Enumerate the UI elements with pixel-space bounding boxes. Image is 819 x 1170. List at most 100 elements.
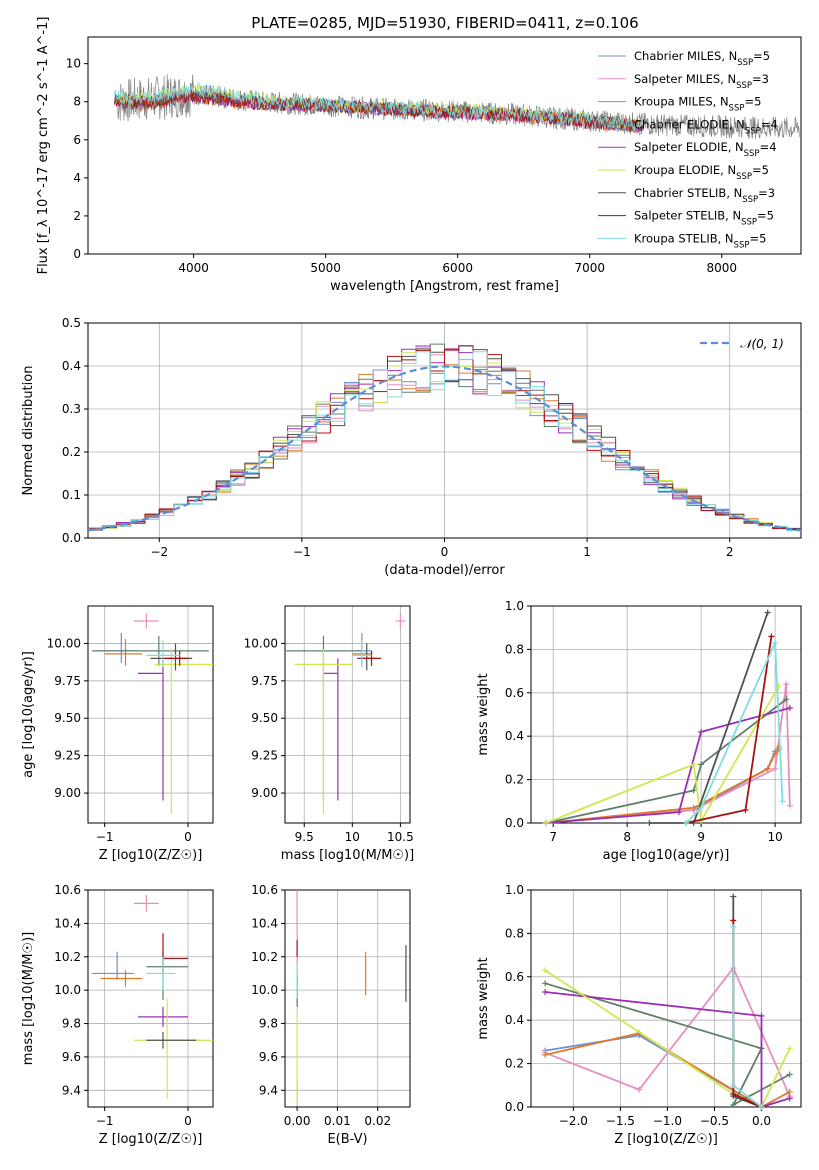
y-tick-label: 9.6: [259, 1050, 278, 1064]
mass_vs_z-frame: [87, 889, 214, 1108]
x-tick-label: −2: [150, 545, 168, 559]
y-tick-label: 0.6: [505, 686, 524, 700]
weight-series-line: [545, 707, 791, 824]
x-tick-label: −2.0: [559, 1114, 588, 1128]
legend-label: Salpeter MILES, NSSP=3: [634, 72, 769, 91]
y-tick-label: 1.0: [505, 599, 524, 613]
x-tick-label: 0: [441, 545, 449, 559]
spectrum-lines: [114, 74, 800, 139]
y-tick-label: 10.6: [251, 883, 278, 897]
y-tick-label: 9.25: [54, 749, 81, 763]
weight_vs_z-xlabel: Z [log10(Z/Z☉)]: [614, 1132, 718, 1147]
weight_vs_age-ylabel: mass weight: [476, 673, 491, 755]
x-tick-label: −1: [293, 545, 311, 559]
weight-series-line: [685, 642, 784, 824]
weight-marker: [783, 681, 790, 688]
weight-marker: [646, 820, 653, 826]
weight-marker: [683, 820, 690, 826]
weight-marker: [730, 1090, 737, 1097]
weight-marker: [786, 1088, 793, 1095]
y-tick-label: 9.4: [259, 1083, 278, 1097]
residual-histograms: 𝒩(0, 1): [87, 337, 802, 532]
legend-label: Kroupa MILES, NSSP=5: [634, 95, 761, 114]
weight-marker: [772, 639, 779, 646]
weight-marker: [730, 893, 737, 900]
y-tick-label: 0.2: [505, 1057, 524, 1071]
weight-series-line: [544, 1032, 791, 1109]
y-tick-label: 1.0: [505, 883, 524, 897]
y-tick-label: 0.8: [505, 926, 524, 940]
weight-marker: [730, 1082, 737, 1089]
weight-marker: [786, 802, 793, 809]
spectrum-legend: Chabrier MILES, NSSP=5 Salpeter MILES, NS…: [598, 49, 778, 250]
y-tick-label: 9.50: [54, 711, 81, 725]
weight-marker: [542, 967, 549, 974]
spectrum-xlabel: wavelength [Angstrom, rest frame]: [330, 279, 559, 294]
age_vs_z-frame: [87, 605, 214, 824]
y-tick-label: 9.00: [251, 786, 278, 800]
age_vs_z-ylabel: age [log10(age/yr)]: [21, 651, 36, 778]
legend-label: Salpeter ELODIE, NSSP=4: [634, 140, 777, 159]
weight-marker: [786, 1095, 793, 1102]
y-tick-label: 9.75: [54, 674, 81, 688]
weight-marker: [698, 804, 705, 811]
y-tick-label: 0.3: [62, 402, 81, 416]
mass_vs_ebv-xlabel: E(B-V): [327, 1132, 367, 1147]
x-tick-label: 0: [184, 830, 192, 844]
weight-marker: [786, 1045, 793, 1052]
weight-marker: [542, 980, 549, 987]
spectrum-axes: 4000 5000 6000 7000 8000 0 2 4 6 8 10 wavelength [A…: [36, 17, 802, 294]
legend-label: Kroupa ELODIE, NSSP=5: [634, 163, 769, 182]
weight-marker: [542, 988, 549, 995]
weight_vs_z-lines: [542, 893, 793, 1110]
residuals-axes: −2 −1 0 1 2 0.0 0.1 0.2 0.3 0.4 0.5 (data-model)/er…: [21, 316, 802, 578]
weight-marker: [542, 1051, 549, 1058]
weight_vs_age-lines: [542, 609, 793, 826]
residuals-xlabel: (data-model)/error: [384, 563, 505, 578]
weight_vs_age-xlabel: age [log10(age/yr)]: [603, 848, 730, 863]
y-tick-label: 9.25: [251, 749, 278, 763]
y-tick-label: 0.2: [62, 445, 81, 459]
y-tick-label: 0.2: [505, 773, 524, 787]
age_vs_z-xlabel: Z [log10(Z/Z☉)]: [99, 848, 203, 863]
weight-marker: [783, 696, 790, 703]
weight-marker: [742, 806, 749, 813]
y-tick-label: 0.8: [505, 642, 524, 656]
x-tick-label: 2: [726, 545, 734, 559]
y-tick-label: 9.00: [54, 786, 81, 800]
mass_vs_z-errorbars: [92, 895, 213, 1099]
age_vs_mass-axes: 9.5 10 10.5 9.00 9.25 9.50 9.75 10.00 mass [log1…: [244, 605, 414, 863]
weight_vs_z-frame: [530, 889, 802, 1108]
y-tick-label: 10.4: [251, 916, 278, 930]
x-tick-label: 4000: [178, 261, 209, 275]
y-tick-label: 10.4: [54, 916, 81, 930]
x-tick-label: 0.02: [364, 1114, 391, 1128]
y-tick-label: 9.75: [251, 674, 278, 688]
x-tick-label: 10.5: [387, 830, 414, 844]
weight-marker: [636, 1086, 643, 1093]
x-tick-label: 5000: [310, 261, 341, 275]
weight-marker: [758, 1012, 765, 1019]
x-tick-label: 9.5: [295, 830, 314, 844]
y-tick-label: 0.0: [505, 1100, 524, 1114]
weight-series-line: [545, 685, 780, 824]
y-tick-label: 8: [73, 95, 81, 109]
x-tick-label: 0.0: [752, 1114, 771, 1128]
x-tick-label: −1: [96, 1114, 114, 1128]
weight-marker: [786, 704, 793, 711]
x-tick-label: −1: [96, 830, 114, 844]
y-tick-label: 10.00: [47, 636, 81, 650]
y-tick-label: 6: [73, 133, 81, 147]
weight-marker: [764, 765, 771, 772]
weight-marker: [698, 761, 705, 768]
legend-label: Salpeter STELIB, NSSP=5: [634, 209, 774, 228]
y-tick-label: 9.6: [62, 1050, 81, 1064]
y-tick-label: 10.0: [251, 983, 278, 997]
y-tick-label: 9.8: [259, 1017, 278, 1031]
x-tick-label: 6000: [442, 261, 473, 275]
x-tick-label: −1.0: [653, 1114, 682, 1128]
weight_vs_z-ylabel: mass weight: [476, 957, 491, 1039]
weight-marker: [690, 761, 697, 768]
spectrum-ylabel: Flux [f_λ 10^-17 erg cm^-2 s^-1 A^-1]: [36, 17, 51, 275]
